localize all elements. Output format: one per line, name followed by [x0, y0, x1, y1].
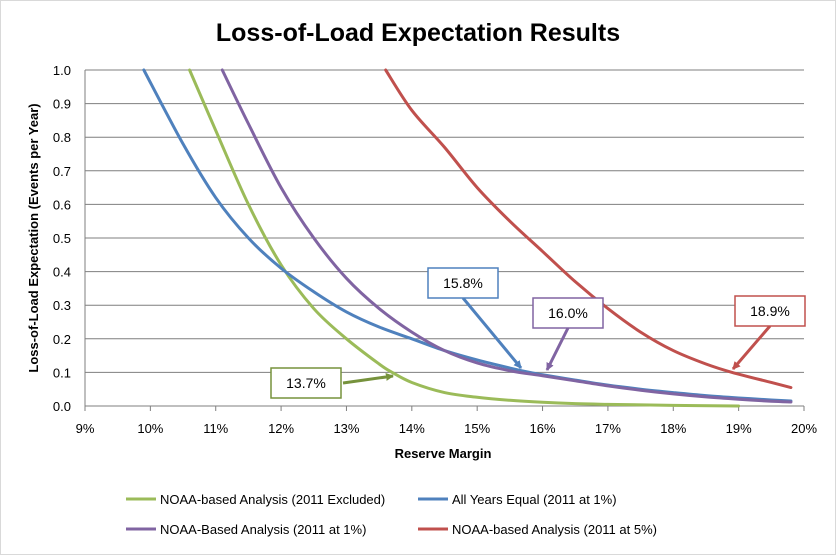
y-tick-label: 0.9	[53, 97, 71, 112]
x-tick-label: 14%	[399, 421, 425, 436]
y-axis-title: Loss-of-Load Expectation (Events per Yea…	[26, 103, 41, 372]
x-tick-label: 17%	[595, 421, 621, 436]
annotation-arrow	[342, 373, 394, 385]
y-tick-label: 1.0	[53, 63, 71, 78]
y-tick-label: 0.2	[53, 332, 71, 347]
y-tick-label: 0.3	[53, 298, 71, 313]
annotation-arrow	[461, 297, 523, 369]
x-tick-label: 13%	[333, 421, 359, 436]
x-tick-label: 15%	[464, 421, 490, 436]
legend-label: NOAA-based Analysis (2011 Excluded)	[160, 492, 385, 507]
annotation-callout: 18.9%	[731, 295, 806, 370]
x-tick-label: 16%	[530, 421, 556, 436]
legend: NOAA-based Analysis (2011 Excluded) All Y…	[126, 492, 657, 537]
gridlines	[85, 69, 804, 407]
annotation-label: 13.7%	[286, 375, 326, 391]
y-tick-label: 0.5	[53, 231, 71, 246]
chart-title: Loss-of-Load Expectation Results	[216, 19, 620, 47]
x-axis-title: Reserve Margin	[395, 446, 492, 461]
annotation-box	[427, 267, 499, 299]
x-tick-label: 10%	[137, 421, 163, 436]
x-tick-label: 11%	[203, 421, 228, 436]
annotation-box	[734, 295, 806, 327]
annotation-label: 15.8%	[443, 275, 483, 291]
legend-item: All Years Equal (2011 at 1%)	[418, 492, 617, 507]
axes: 0.0 0.1 0.2 0.3 0.4 0.5 0.6 0.7 0.8 0.9 1.0 9% 10% 11…	[53, 63, 818, 436]
y-tick-label: 0.8	[53, 130, 71, 145]
x-tick-label: 19%	[726, 421, 752, 436]
x-tick-label: 12%	[268, 421, 294, 436]
series-line-noaa-based-analysis-2011-excluded	[188, 68, 741, 408]
y-tick-label: 0.6	[53, 197, 71, 212]
x-tick-label: 9%	[76, 421, 95, 436]
series-line-all-years-equal-2011-at-1	[142, 68, 793, 403]
legend-label: NOAA-Based Analysis (2011 at 1%)	[160, 522, 366, 537]
annotation-box	[532, 297, 604, 329]
annotation-callout: 16.0%	[532, 297, 604, 371]
annotation-callout: 13.7%	[270, 367, 394, 399]
annotation-box	[270, 367, 342, 399]
series-line-noaa-based-analysis-2011-at-5	[384, 68, 793, 390]
series-line-noaa-based-analysis-2011-at-1	[220, 68, 793, 404]
legend-item: NOAA-based Analysis (2011 Excluded)	[126, 492, 385, 507]
legend-label: All Years Equal (2011 at 1%)	[452, 492, 617, 507]
legend-item: NOAA-Based Analysis (2011 at 1%)	[126, 522, 366, 537]
series-lines	[142, 68, 793, 408]
y-tick-label: 0.7	[53, 164, 71, 179]
y-tick-label: 0.1	[53, 365, 71, 380]
annotation-label: 16.0%	[548, 305, 588, 321]
annotation-arrow	[545, 327, 570, 371]
legend-label: NOAA-based Analysis (2011 at 5%)	[452, 522, 657, 537]
annotation-label: 18.9%	[750, 303, 790, 319]
annotations: 13.7% 15.8% 16.0% 18.9%	[270, 267, 806, 399]
x-tick-label: 18%	[660, 421, 686, 436]
y-tick-label: 0.0	[53, 399, 71, 414]
annotation-callout: 15.8%	[427, 267, 523, 369]
x-tick-label: 20%	[791, 421, 817, 436]
annotation-arrow	[731, 325, 772, 370]
y-tick-label: 0.4	[53, 265, 71, 280]
legend-item: NOAA-based Analysis (2011 at 5%)	[418, 522, 657, 537]
